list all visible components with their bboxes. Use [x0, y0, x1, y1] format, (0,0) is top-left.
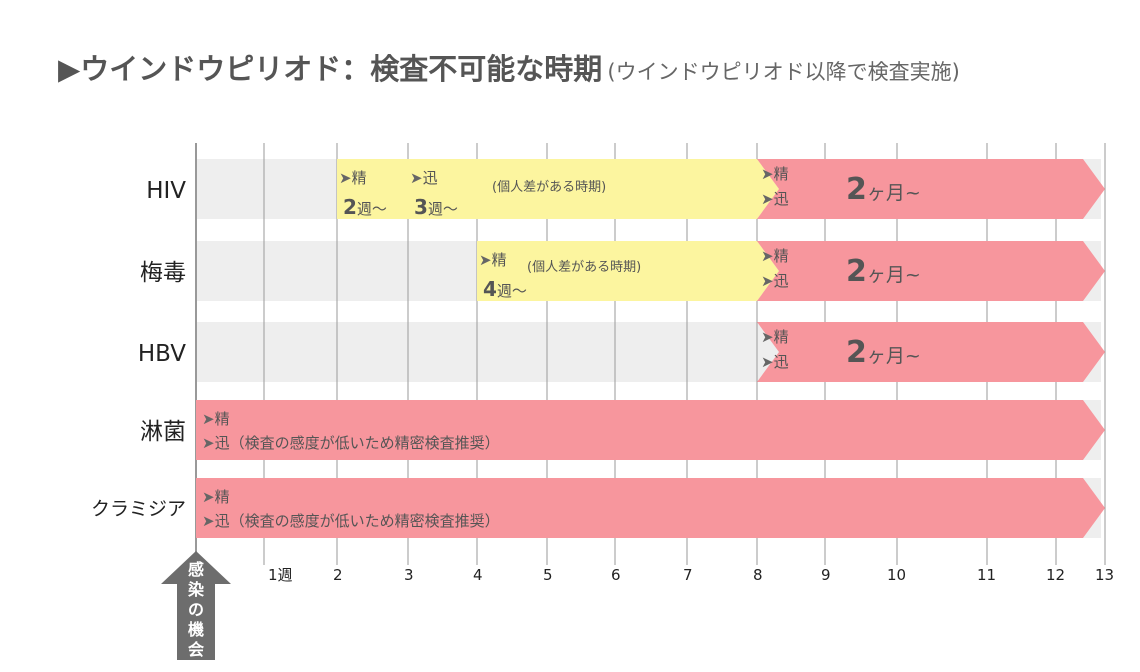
- testable-test: 迅: [774, 272, 789, 290]
- origin-up-arrow-icon: [161, 551, 231, 660]
- title-sub: (ウインドウピリオド以降で検査実施): [607, 60, 960, 84]
- marker-timing: 4週〜: [483, 277, 527, 301]
- bullet-arrow-icon: ➤: [761, 165, 774, 183]
- x-tick-label: 5: [543, 566, 553, 584]
- origin-label-char: 会: [188, 640, 204, 659]
- window-note: (個人差がある時期): [492, 180, 606, 195]
- marker-test: 精: [492, 251, 507, 269]
- marker-unit: 週〜: [428, 200, 458, 218]
- testable-line: ➤精: [202, 410, 230, 428]
- testable-test-label: ➤迅: [761, 272, 789, 290]
- testable-line-text: 迅（検査の感度が低いため精密検査推奨）: [215, 434, 500, 452]
- testable-line: ➤精: [202, 488, 230, 506]
- testable-unit: ヶ月~: [867, 264, 921, 286]
- x-tick-label: 9: [821, 566, 831, 584]
- testable-period-arrow: [196, 478, 1105, 538]
- x-tick-label: 12: [1046, 566, 1065, 584]
- bullet-arrow-icon: ➤: [202, 488, 215, 506]
- testable-value: 2: [846, 254, 867, 289]
- window-period-bar: [477, 241, 779, 301]
- testable-test-label: ➤迅: [761, 353, 789, 371]
- bullet-arrow-icon: ➤: [339, 169, 352, 187]
- testable-line: ➤迅（検査の感度が低いため精密検査推奨）: [202, 434, 500, 452]
- x-tick-label: 11: [977, 566, 996, 584]
- marker-test-label: ➤迅: [410, 169, 438, 187]
- x-tick-label: 3: [404, 566, 414, 584]
- x-tick-label: 13: [1095, 566, 1114, 584]
- testable-unit: ヶ月~: [867, 182, 921, 204]
- marker-test: 精: [352, 169, 367, 187]
- marker-unit: 週〜: [357, 200, 387, 218]
- marker-value: 3: [414, 195, 428, 219]
- testable-test: 迅: [774, 353, 789, 371]
- testable-value: 2: [846, 335, 867, 370]
- testable-line-text: 迅（検査の感度が低いため精密検査推奨）: [215, 512, 500, 530]
- x-tick-label: 2: [333, 566, 343, 584]
- testable-test-label: ➤迅: [761, 190, 789, 208]
- window-note: (個人差がある時期): [527, 260, 641, 275]
- x-tick-label: 8: [753, 566, 763, 584]
- bullet-arrow-icon: ➤: [410, 169, 423, 187]
- testable-test: 精: [774, 247, 789, 265]
- testable-test: 精: [774, 165, 789, 183]
- testable-timing: 2ヶ月~: [846, 172, 921, 207]
- testable-test: 迅: [774, 190, 789, 208]
- testable-line-text: 精: [215, 410, 230, 428]
- bullet-arrow-icon: ➤: [761, 353, 774, 371]
- origin-label-char: 機: [188, 620, 204, 639]
- bullet-arrow-icon: ➤: [761, 328, 774, 346]
- testable-test-label: ➤精: [761, 247, 789, 265]
- marker-unit: 週〜: [497, 282, 527, 300]
- bullet-arrow-icon: ➤: [761, 247, 774, 265]
- title-main: ▶ウインドウピリオド：検査不可能な時期: [58, 52, 603, 86]
- testable-timing: 2ヶ月~: [846, 335, 921, 370]
- row-label: 梅毒: [140, 260, 186, 286]
- origin-label-char: 染: [187, 580, 205, 599]
- testable-line: ➤迅（検査の感度が低いため精密検査推奨）: [202, 512, 500, 530]
- origin-label-char: 感: [188, 560, 204, 579]
- marker-value: 4: [483, 277, 497, 301]
- marker-test: 迅: [423, 169, 438, 187]
- row-label: 淋菌: [140, 419, 186, 445]
- testable-timing: 2ヶ月~: [846, 254, 921, 289]
- bullet-arrow-icon: ➤: [761, 190, 774, 208]
- testable-value: 2: [846, 172, 867, 207]
- marker-test-label: ➤精: [339, 169, 367, 187]
- chart-title: ▶ウインドウピリオド：検査不可能な時期 (ウインドウピリオド以降で検査実施): [58, 46, 960, 88]
- x-tick-label: 7: [683, 566, 693, 584]
- testable-period-arrow: [757, 159, 1105, 219]
- bullet-arrow-icon: ➤: [202, 512, 215, 530]
- bullet-arrow-icon: ➤: [479, 251, 492, 269]
- x-tick-label: 6: [611, 566, 621, 584]
- x-tick-label: 1週: [268, 566, 293, 584]
- testable-line-text: 精: [215, 488, 230, 506]
- testable-unit: ヶ月~: [867, 345, 921, 367]
- x-tick-label: 10: [887, 566, 906, 584]
- marker-test-label: ➤精: [479, 251, 507, 269]
- origin-label-char: の: [188, 600, 204, 619]
- bullet-arrow-icon: ➤: [202, 410, 215, 428]
- testable-period-arrow: [196, 400, 1105, 460]
- bullet-arrow-icon: ➤: [761, 272, 774, 290]
- marker-value: 2: [343, 195, 357, 219]
- testable-period-arrow: [757, 241, 1105, 301]
- row-label: クラミジア: [91, 498, 186, 520]
- x-tick-label: 4: [473, 566, 483, 584]
- marker-timing: 2週〜: [343, 195, 387, 219]
- testable-test-label: ➤精: [761, 165, 789, 183]
- testable-test: 精: [774, 328, 789, 346]
- row-label: HIV: [146, 178, 186, 204]
- window-period-bar: [337, 159, 779, 219]
- bullet-arrow-icon: ➤: [202, 434, 215, 452]
- testable-period-arrow: [757, 322, 1105, 382]
- row-label: HBV: [138, 341, 186, 367]
- marker-timing: 3週〜: [414, 195, 458, 219]
- testable-test-label: ➤精: [761, 328, 789, 346]
